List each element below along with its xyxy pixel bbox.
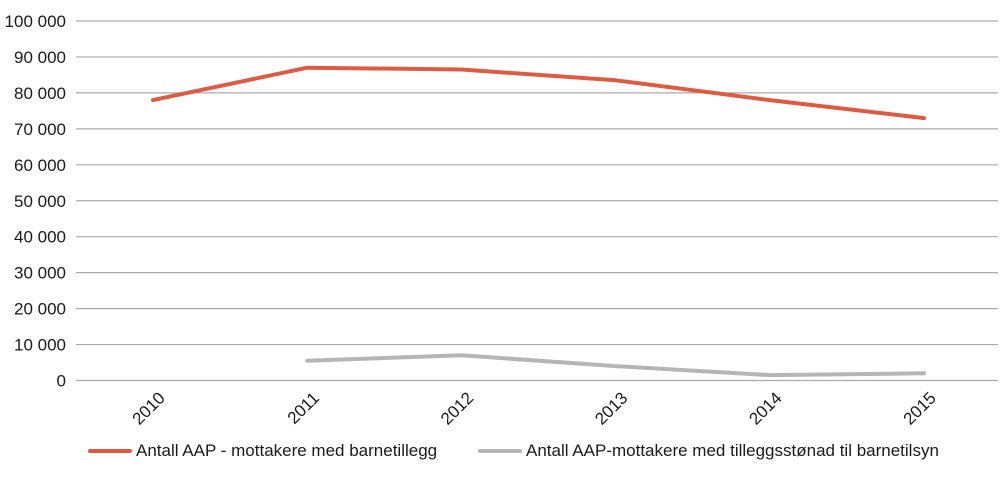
y-axis-tick-label: 50 000 [14,192,66,211]
y-axis-tick-label: 80 000 [14,84,66,103]
plot-area: 0 10 000 20 000 30 000 40 000 50 000 60 000 70 … [5,12,998,429]
y-axis-tick-label: 30 000 [14,264,66,283]
legend-label-barnetillegg: Antall AAP - mottakere med barnetillegg [136,441,438,460]
legend-line-swatch-gray [478,449,522,453]
y-axis-tick-label: 90 000 [14,48,66,67]
y-axis-tick-label: 0 [57,372,66,391]
series-line-0 [151,65,926,121]
series-line-1 [305,353,926,378]
y-axis-tick-label: 20 000 [14,300,66,319]
y-axis-tick-label: 60 000 [14,156,66,175]
x-axis-tick-label: 2010 [129,388,169,428]
legend-item-barnetillegg: Antall AAP - mottakere med barnetillegg [88,440,437,462]
x-axis-tick-label: 2013 [591,388,631,428]
legend: Antall AAP - mottakere med barnetillegg … [0,440,1000,466]
x-axis-tick-label: 2014 [745,388,785,428]
x-axis-tick-label: 2015 [900,388,940,428]
x-axis-tick-label: 2011 [284,388,323,427]
legend-label-barnetilsyn: Antall AAP-mottakere med tilleggsstønad … [526,441,939,460]
y-axis-tick-label: 10 000 [14,336,66,355]
y-axis-tick-label: 100 000 [5,12,66,31]
x-axis-tick-label: 2012 [437,388,477,428]
y-axis-tick-label: 40 000 [14,228,66,247]
legend-item-barnetilsyn: Antall AAP-mottakere med tilleggsstønad … [478,440,939,462]
y-axis-tick-label: 70 000 [14,120,66,139]
legend-line-swatch-orange [88,449,132,453]
